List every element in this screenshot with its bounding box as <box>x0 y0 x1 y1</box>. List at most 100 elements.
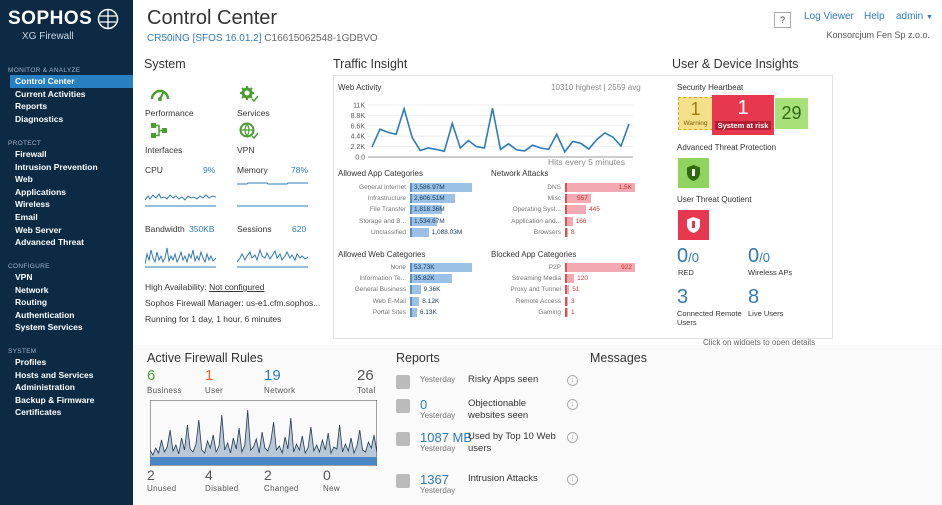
sidebar-item-profiles[interactable]: Profiles <box>15 357 47 367</box>
interfaces-icon[interactable] <box>150 122 170 140</box>
sidebar-item-web-server[interactable]: Web Server <box>15 224 62 235</box>
rule-count[interactable]: 6 <box>147 367 156 384</box>
network-attacks-title[interactable]: Network Attacks <box>491 169 549 178</box>
sidebar-item-reports[interactable]: Reports <box>15 101 48 112</box>
report-description[interactable]: Risky Apps seen <box>468 374 539 385</box>
sidebar-item-web[interactable]: Web <box>15 174 33 185</box>
rule-status-count[interactable]: 2 <box>264 467 272 483</box>
rule-status-count[interactable]: 0 <box>323 467 331 483</box>
atp-widget[interactable] <box>678 158 709 188</box>
sidebar-item-authentication[interactable]: Authentication <box>15 309 75 320</box>
bar[interactable] <box>410 285 421 295</box>
bar[interactable] <box>410 274 452 284</box>
sidebar-item-current-activities[interactable]: Current Activities <box>15 88 86 99</box>
bar[interactable] <box>565 194 591 204</box>
remote-users-count[interactable]: 3 <box>677 286 689 308</box>
bar[interactable] <box>565 183 635 192</box>
performance-icon[interactable] <box>150 85 170 103</box>
bandwidth-sparkline[interactable] <box>145 236 216 268</box>
sidebar-item-email[interactable]: Email <box>15 211 38 222</box>
live-users-count[interactable]: 8 <box>748 286 760 308</box>
firewall-rules-chart[interactable] <box>150 400 377 466</box>
bar[interactable] <box>410 263 472 272</box>
rule-status-count[interactable]: 4 <box>205 467 213 483</box>
rule-hits-area <box>150 409 377 463</box>
rule-count[interactable]: 19 <box>264 367 281 384</box>
blocked-app-title[interactable]: Blocked App Categories <box>491 250 577 259</box>
bar[interactable] <box>565 216 573 226</box>
bar[interactable] <box>410 216 437 226</box>
download-icon[interactable]: ↓ <box>567 399 578 410</box>
bar[interactable] <box>565 285 570 295</box>
sidebar-item-firewall[interactable]: Firewall <box>15 149 47 159</box>
bar[interactable] <box>565 274 575 284</box>
ha-config-link[interactable]: Not configured <box>209 282 265 292</box>
performance-label[interactable]: Performance <box>145 108 194 118</box>
bar[interactable] <box>410 227 429 237</box>
report-description[interactable]: Used by Top 10 Web users <box>468 431 556 454</box>
heartbeat-warning[interactable]: 1 Warning <box>678 97 713 130</box>
vpn-label[interactable]: VPN <box>237 145 255 155</box>
sidebar-item-applications[interactable]: Applications <box>15 186 67 197</box>
bar[interactable] <box>565 227 568 237</box>
download-icon[interactable]: ↓ <box>567 432 578 443</box>
report-chart-icon <box>396 375 410 389</box>
heartbeat-ok[interactable]: 29 <box>775 98 808 129</box>
sidebar-item-certificates[interactable]: Certificates <box>15 407 62 418</box>
download-icon[interactable]: ↓ <box>567 375 578 386</box>
rule-count[interactable]: 1 <box>205 367 214 384</box>
red-count[interactable]: 0/0 <box>677 245 699 268</box>
device-model[interactable]: CR50iNG [SFOS 16.01.2] <box>147 33 262 44</box>
help-button[interactable]: ? <box>774 12 791 28</box>
sidebar-item-wireless[interactable]: Wireless <box>15 199 50 210</box>
sidebar-item-hosts-and-services[interactable]: Hosts and Services <box>15 369 94 380</box>
heartbeat-at-risk[interactable]: 1 System at risk <box>712 95 774 135</box>
sidebar-item-intrusion-prevention[interactable]: Intrusion Prevention <box>15 161 98 172</box>
help-link[interactable]: Help <box>864 11 885 22</box>
rule-count[interactable]: 26 <box>357 367 374 384</box>
sidebar-item-administration[interactable]: Administration <box>15 382 75 393</box>
report-value[interactable]: 1367 <box>420 472 449 487</box>
rule-status-count[interactable]: 2 <box>147 467 155 483</box>
bar[interactable] <box>410 194 456 204</box>
sophos-logo[interactable]: SOPHOS XG Firewall <box>8 8 128 42</box>
report-value[interactable]: 1087 MB <box>420 430 473 445</box>
sidebar-item-backup-firmware[interactable]: Backup & Firmware <box>15 394 95 405</box>
wireless-ap-count[interactable]: 0/0 <box>748 245 770 268</box>
sidebar-item-vpn[interactable]: VPN <box>15 272 33 282</box>
firewall-rules-title[interactable]: Active Firewall Rules <box>147 351 264 365</box>
web-activity-title[interactable]: Web Activity <box>338 83 382 92</box>
sidebar-item-routing[interactable]: Routing <box>15 297 48 308</box>
bar[interactable] <box>565 307 568 317</box>
sidebar-item-diagnostics[interactable]: Diagnostics <box>15 113 64 124</box>
bar[interactable] <box>410 307 417 317</box>
services-gear-icon[interactable] <box>238 85 258 103</box>
bar[interactable] <box>410 296 420 306</box>
vpn-globe-icon[interactable] <box>238 122 258 140</box>
utq-widget[interactable] <box>678 210 709 240</box>
web-activity-chart[interactable]: 11K 8.8K 6.6K 4.4K 2.2K 0.0 <box>338 97 638 167</box>
bar[interactable] <box>565 263 635 272</box>
allowed-web-title[interactable]: Allowed Web Categories <box>338 250 426 259</box>
admin-menu[interactable]: admin ▼ <box>896 11 933 22</box>
sidebar-item-advanced-threat[interactable]: Advanced Threat <box>15 237 84 248</box>
bar[interactable] <box>410 183 472 192</box>
log-viewer-link[interactable]: Log Viewer <box>804 11 854 22</box>
cpu-sparkline[interactable] <box>145 176 216 208</box>
bar[interactable] <box>410 205 442 215</box>
sessions-sparkline[interactable] <box>237 236 308 268</box>
report-value[interactable]: 0 <box>420 397 428 412</box>
sidebar-item-control-center[interactable]: Control Center <box>10 75 133 88</box>
sidebar-item-network[interactable]: Network <box>15 284 49 295</box>
bar[interactable] <box>565 205 586 215</box>
y-tick-label: 8.8K <box>351 113 366 120</box>
report-description[interactable]: Intrusion Attacks <box>468 473 538 484</box>
memory-sparkline[interactable] <box>237 176 308 208</box>
allowed-app-title[interactable]: Allowed App Categories <box>338 169 423 178</box>
services-label[interactable]: Services <box>237 108 270 118</box>
interfaces-label[interactable]: Interfaces <box>145 145 183 155</box>
sidebar-item-system-services[interactable]: System Services <box>15 322 83 333</box>
download-icon[interactable]: ↓ <box>567 474 578 485</box>
report-description[interactable]: Objectionable websites seen <box>468 398 529 421</box>
bar[interactable] <box>565 296 568 306</box>
